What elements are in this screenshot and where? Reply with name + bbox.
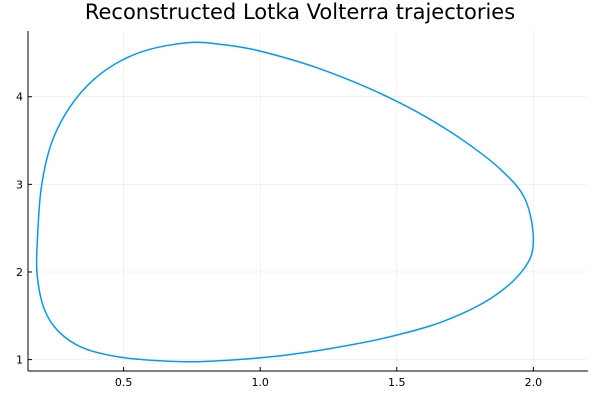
x-tick-label: 0.5 <box>115 376 133 389</box>
axes <box>27 31 588 372</box>
y-axis-ticks: 1 2 3 4 <box>16 91 32 367</box>
y-tick-label: 3 <box>16 178 23 191</box>
chart-title: Reconstructed Lotka Volterra trajectorie… <box>85 0 515 24</box>
x-tick-label: 1.5 <box>388 376 406 389</box>
y-tick-label: 4 <box>16 91 23 104</box>
y-tick-label: 2 <box>16 266 23 279</box>
x-tick-label: 2.0 <box>525 376 543 389</box>
series-group <box>35 41 535 363</box>
x-axis-ticks: 0.5 1.0 1.5 2.0 <box>115 367 542 389</box>
grid <box>28 31 588 371</box>
y-tick-label: 1 <box>16 354 23 367</box>
x-tick-label: 1.0 <box>251 376 269 389</box>
series-line-1 <box>35 41 535 363</box>
